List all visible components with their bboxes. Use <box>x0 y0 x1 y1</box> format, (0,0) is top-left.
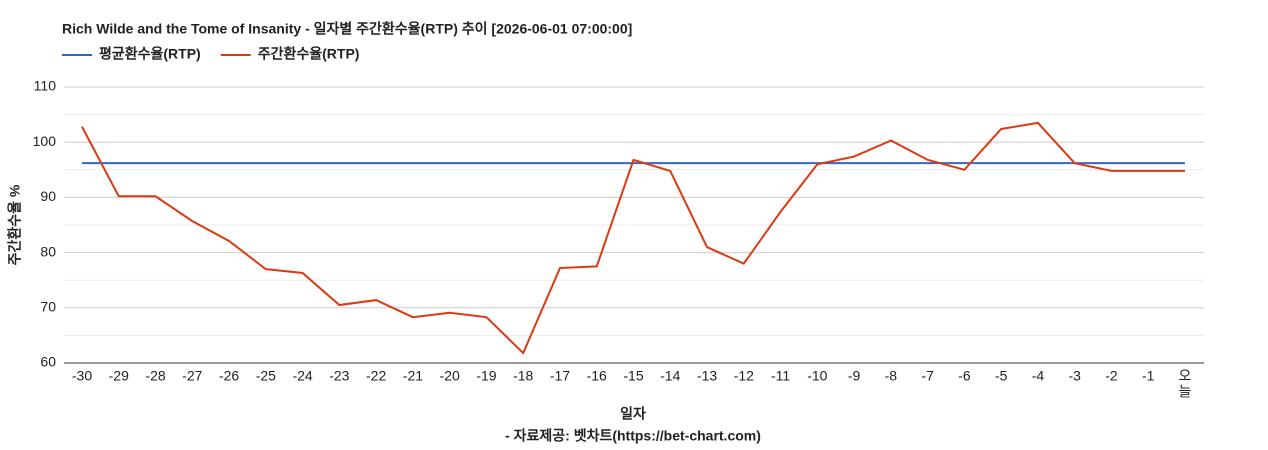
x-tick-label: -14 <box>660 368 680 384</box>
x-tick-label: -1 <box>1142 368 1155 384</box>
x-tick-label: -7 <box>921 368 934 384</box>
x-tick-label: -6 <box>958 368 971 384</box>
series-line <box>81 121 1185 355</box>
x-tick-label: -9 <box>848 368 861 384</box>
x-tick-label: -11 <box>771 368 790 384</box>
x-tick-label: -21 <box>403 368 423 384</box>
x-tick-label: -29 <box>109 368 129 384</box>
x-tick-label: -4 <box>1032 368 1045 384</box>
y-tick-label: 110 <box>34 78 57 94</box>
x-tick-label: -18 <box>513 368 533 384</box>
x-tick-label: -5 <box>995 368 1008 384</box>
chart-title: Rich Wilde and the Tome of Insanity - 일자… <box>62 21 632 37</box>
x-tick-label: -22 <box>366 368 386 384</box>
y-tick-label: 60 <box>40 354 56 370</box>
x-tick-label: -19 <box>476 368 496 384</box>
x-tick-label: -28 <box>145 368 165 384</box>
x-axis-title: 일자 <box>620 406 646 422</box>
x-tick-label: -16 <box>587 368 607 384</box>
x-tick-label: 오늘 <box>1177 368 1193 400</box>
y-tick-label: 70 <box>40 299 56 315</box>
x-tick-label: -20 <box>440 368 460 384</box>
y-axis-title: 주간환수율 % <box>7 184 23 265</box>
legend-label: 주간환수율(RTP) <box>258 46 360 62</box>
x-tick-label: -17 <box>550 368 570 384</box>
x-tick-label: -3 <box>1068 368 1081 384</box>
x-tick-label: -27 <box>182 368 202 384</box>
x-tick-label: -25 <box>256 368 276 384</box>
legend-label: 평균환수율(RTP) <box>99 46 201 62</box>
y-tick-label: 80 <box>40 243 56 259</box>
x-tick-label: -26 <box>219 368 239 384</box>
x-tick-label: -23 <box>329 368 349 384</box>
x-tick-label: -12 <box>734 368 754 384</box>
x-tick-label: -30 <box>72 368 92 384</box>
x-tick-label: -24 <box>292 368 312 384</box>
x-tick-label: -10 <box>807 368 827 384</box>
x-tick-label: -8 <box>885 368 898 384</box>
y-tick-label: 100 <box>33 133 57 149</box>
x-tick-label: -13 <box>697 368 717 384</box>
x-tick-label: -2 <box>1105 368 1118 384</box>
x-tick-label: -15 <box>623 368 643 384</box>
y-tick-label: 90 <box>40 188 56 204</box>
source-note: - 자료제공: 벳차트(https://bet-chart.com) <box>505 428 761 444</box>
